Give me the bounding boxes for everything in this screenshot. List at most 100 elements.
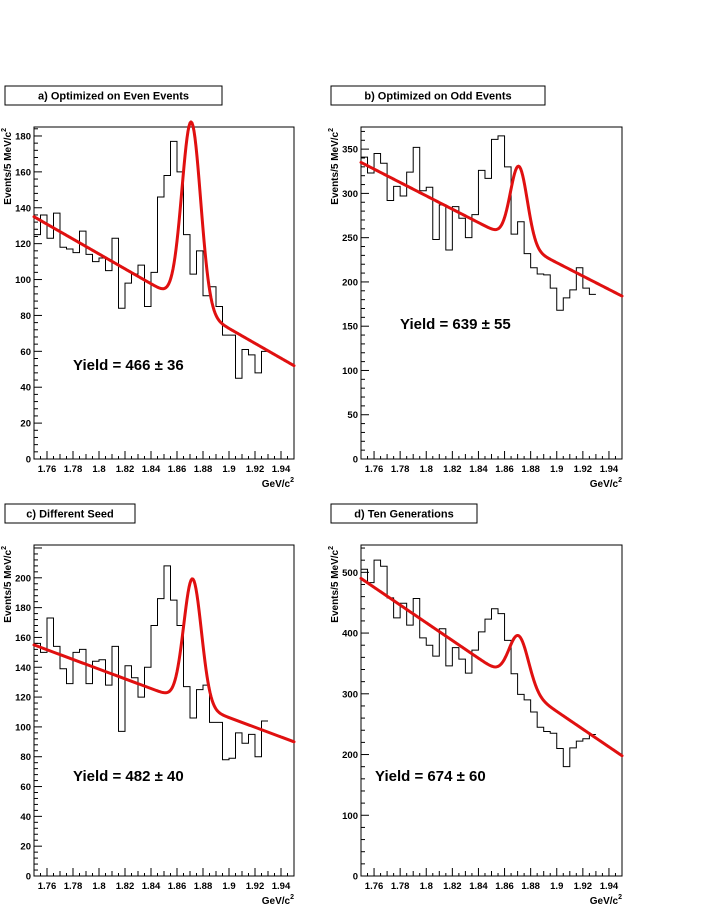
yield-annotation: Yield = 466 ± 36 [73, 357, 184, 374]
y-tick-label: 80 [20, 752, 31, 763]
chart-title: a) Optimized on Even Events [38, 91, 189, 103]
y-axis-title-text: Events/5 MeV/c [3, 549, 14, 622]
x-tick-label: 1.84 [469, 464, 488, 475]
y-tick-label: 500 [342, 568, 358, 579]
x-tick-label: 1.9 [550, 881, 563, 892]
y-tick-label: 60 [20, 347, 31, 358]
y-tick-label: 0 [26, 455, 31, 466]
y-axis-title-text: Events/5 MeV/c [330, 131, 341, 204]
fit-curve [359, 576, 624, 758]
x-tick-label: 1.92 [574, 464, 593, 475]
x-axis-title-text: GeV/c [262, 896, 291, 907]
y-tick-label: 160 [15, 167, 31, 178]
title-box [4, 503, 136, 524]
y-tick-label: 120 [15, 693, 31, 704]
x-tick-label: 1.88 [194, 464, 213, 475]
y-tick-label: 0 [26, 872, 31, 883]
title-box [330, 85, 546, 106]
y-tick-label: 100 [15, 722, 31, 733]
x-tick-label: 1.86 [495, 881, 514, 892]
title-box [330, 503, 478, 524]
x-axis-title-text: GeV/c [590, 479, 619, 490]
fit-curve [359, 160, 624, 298]
y-tick-label: 20 [20, 842, 31, 853]
x-tick-label: 1.88 [194, 881, 213, 892]
x-tick-label: 1.78 [391, 881, 410, 892]
x-tick-label: 1.9 [222, 881, 235, 892]
y-tick-label: 350 [342, 145, 358, 156]
y-tick-label: 140 [15, 663, 31, 674]
x-tick-label: 1.8 [92, 464, 105, 475]
x-tick-label: 1.82 [443, 464, 462, 475]
x-axis-title-text: GeV/c [262, 479, 291, 490]
x-axis-title-text: GeV/c [590, 896, 619, 907]
x-tick-label: 1.86 [495, 464, 514, 475]
x-axis-title: GeV/c2 [262, 477, 294, 490]
y-axis-title-text: Events/5 MeV/c [3, 131, 14, 204]
y-tick-label: 300 [342, 189, 358, 200]
y-tick-label: 400 [342, 629, 358, 640]
x-tick-label: 1.8 [92, 881, 105, 892]
chart-title: d) Ten Generations [354, 509, 453, 521]
histogram-series [360, 135, 596, 459]
chart-title: c) Different Seed [26, 509, 113, 521]
x-tick-label: 1.92 [246, 464, 265, 475]
y-tick-label: 200 [342, 750, 358, 761]
x-tick-label: 1.86 [168, 464, 187, 475]
x-tick-label: 1.9 [222, 464, 235, 475]
y-tick-label: 160 [15, 633, 31, 644]
y-axis-title-superscript: 2 [328, 128, 335, 132]
x-tick-label: 1.94 [272, 881, 291, 892]
x-tick-label: 1.86 [168, 881, 187, 892]
x-tick-label: 1.78 [64, 464, 83, 475]
y-axis-title: Events/5 MeV/c2 [328, 546, 341, 623]
y-tick-label: 120 [15, 239, 31, 250]
x-tick-label: 1.94 [600, 464, 619, 475]
x-tick-label: 1.92 [246, 881, 265, 892]
x-axis-title-superscript: 2 [290, 477, 294, 484]
x-tick-label: 1.84 [142, 881, 161, 892]
x-tick-label: 1.76 [38, 881, 57, 892]
x-tick-label: 1.82 [116, 464, 135, 475]
y-tick-label: 180 [15, 131, 31, 142]
chart-title: b) Optimized on Odd Events [364, 91, 511, 103]
y-tick-label: 50 [347, 410, 358, 421]
histogram-series [33, 140, 268, 459]
y-axis-title-text: Events/5 MeV/c [330, 549, 341, 622]
x-axis-title: GeV/c2 [590, 894, 622, 907]
y-tick-label: 60 [20, 782, 31, 793]
x-tick-label: 1.88 [521, 464, 540, 475]
y-axis-title-superscript: 2 [328, 546, 335, 550]
histogram-series [360, 559, 596, 876]
title-box [4, 85, 223, 106]
x-tick-label: 1.76 [38, 464, 57, 475]
x-tick-label: 1.76 [365, 464, 384, 475]
x-axis-title: GeV/c2 [590, 477, 622, 490]
y-axis-title-superscript: 2 [1, 128, 8, 132]
yield-annotation: Yield = 639 ± 55 [400, 316, 511, 333]
x-tick-label: 1.88 [521, 881, 540, 892]
y-tick-label: 20 [20, 419, 31, 430]
y-tick-label: 200 [15, 573, 31, 584]
yield-annotation: Yield = 674 ± 60 [375, 768, 486, 785]
x-tick-label: 1.94 [600, 881, 619, 892]
x-tick-label: 1.76 [365, 881, 384, 892]
y-axis-title-superscript: 2 [1, 546, 8, 550]
y-tick-label: 180 [15, 603, 31, 614]
chart-panel-3: c) Different Seed 1.76 1.78 1.8 1.82 1.84 1.86… [1, 503, 296, 907]
x-tick-label: 1.78 [391, 464, 410, 475]
x-tick-label: 1.82 [443, 881, 462, 892]
fit-curve [32, 120, 296, 368]
y-tick-label: 40 [20, 383, 31, 394]
y-tick-label: 140 [15, 203, 31, 214]
y-tick-label: 0 [353, 872, 358, 883]
y-tick-label: 100 [342, 366, 358, 377]
y-tick-label: 150 [342, 322, 358, 333]
x-tick-label: 1.84 [142, 464, 161, 475]
y-tick-label: 250 [342, 233, 358, 244]
y-axis-title: Events/5 MeV/c2 [328, 128, 341, 205]
x-tick-label: 1.9 [550, 464, 563, 475]
y-tick-label: 200 [342, 277, 358, 288]
y-axis-title: Events/5 MeV/c2 [1, 128, 14, 205]
